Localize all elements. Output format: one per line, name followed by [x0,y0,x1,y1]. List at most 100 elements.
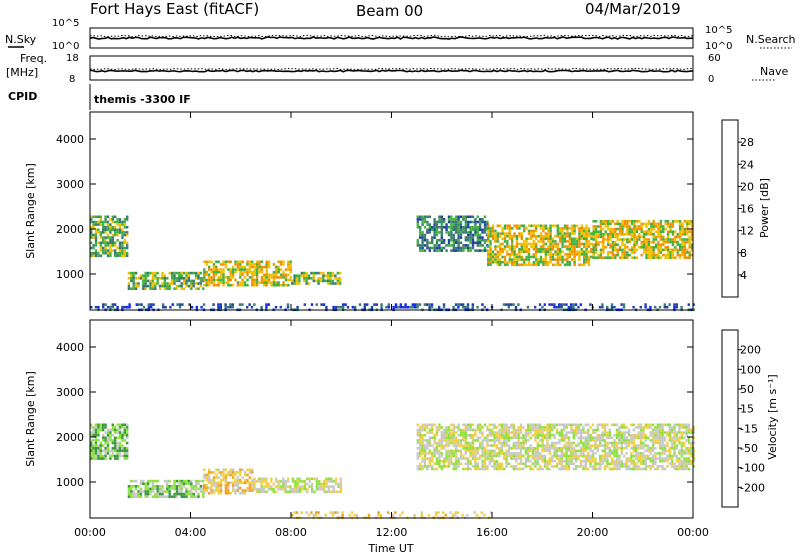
heatmap-cell [520,263,523,267]
heatmap-cell [520,247,523,251]
heatmap-cell [419,215,422,219]
heatmap-cell [635,243,639,246]
heatmap-cell [623,222,627,226]
heatmap-cell [161,271,164,275]
heatmap-cell [455,223,458,226]
heatmap-cell [520,237,523,241]
heatmap-cell [584,462,587,466]
heatmap-cell [199,277,203,280]
x-tick-label: 00:00 [74,526,106,539]
heatmap-cell [489,232,492,235]
heatmap-cell [467,459,470,463]
heatmap-cell [116,246,119,250]
heatmap-cell [508,253,511,256]
heatmap-cell [332,490,335,494]
heatmap-cell [543,428,547,432]
heatmap-cell [370,305,374,309]
heatmap-cell [239,468,242,472]
heatmap-cell [571,227,574,230]
heatmap-cell [486,467,489,471]
heatmap-cell [654,436,657,440]
heatmap-cell [613,305,616,309]
heatmap-cell [598,305,602,309]
heatmap-cell [90,426,93,429]
heatmap-cell [416,303,419,306]
heatmap-cell [116,238,119,242]
heatmap-cell [111,449,114,453]
heatmap-cell [215,484,218,487]
heatmap-cell [513,253,516,256]
heatmap-cell [260,281,264,284]
heatmap-cell [568,263,571,267]
heatmap-cell [210,276,213,279]
heatmap-cell [548,433,551,437]
heatmap-cell [626,225,629,228]
heatmap-cell [104,238,107,242]
heatmap-cell [447,439,451,442]
heatmap-cell [111,452,114,455]
heatmap-cell [161,284,164,288]
heatmap-cell [438,238,441,242]
heatmap-cell [106,444,110,447]
heatmap-cell [301,485,304,488]
heatmap-cell [459,223,463,226]
heatmap-cell [251,276,254,279]
heatmap-cell [219,473,223,477]
heatmap-cell [236,283,240,287]
heatmap-cell [277,276,280,279]
heatmap-cell [481,244,484,247]
heatmap-cell [92,452,95,455]
heatmap-cell [118,436,122,440]
heatmap-cell [205,281,208,284]
heatmap-cell [647,436,650,440]
heatmap-cell [642,433,645,437]
heatmap-cell [627,439,631,442]
heatmap-cell [483,220,487,224]
heatmap-cell [668,446,671,450]
heatmap-cell [650,225,653,228]
heatmap-cell [219,303,222,306]
heatmap-cell [447,462,451,466]
heatmap-cell [457,249,460,252]
heatmap-cell [611,449,614,453]
heatmap-cell [519,452,523,455]
heatmap-cell [94,241,98,245]
heatmap-cell [608,454,611,458]
heatmap-cell [591,452,595,455]
heatmap-cell [339,477,343,481]
heatmap-cell [123,246,126,250]
heatmap-cell [589,454,592,458]
heatmap-cell [668,462,671,466]
heatmap-cell [589,426,592,429]
heatmap-cell [603,444,607,447]
heatmap-cell [510,303,513,306]
heatmap-cell [106,449,110,453]
heatmap-cell [621,222,624,226]
heatmap-cell [150,303,153,306]
heatmap-cell [312,279,315,283]
heatmap-cell [503,263,507,267]
heatmap-cell [205,486,208,490]
heatmap-cell [532,253,535,256]
heatmap-cell [207,471,211,474]
heatmap-cell [97,444,100,447]
heatmap-cell [616,253,619,257]
heatmap-cell [659,457,662,460]
heatmap-cell [491,459,494,463]
heatmap-cell [551,444,554,447]
heatmap-cell [590,234,593,238]
heatmap-cell [479,241,482,245]
heatmap-cell [505,436,508,440]
heatmap-cell [548,428,551,432]
heatmap-cell [664,220,667,223]
heatmap-cell [126,241,129,245]
heatmap-cell [630,227,634,231]
heatmap-cell [536,436,539,440]
heatmap-cell [331,282,335,285]
heatmap-cell [565,303,568,306]
heatmap-cell [471,305,474,309]
heatmap-cell [440,444,443,447]
heatmap-cell [207,278,211,282]
heatmap-cell [142,279,145,283]
